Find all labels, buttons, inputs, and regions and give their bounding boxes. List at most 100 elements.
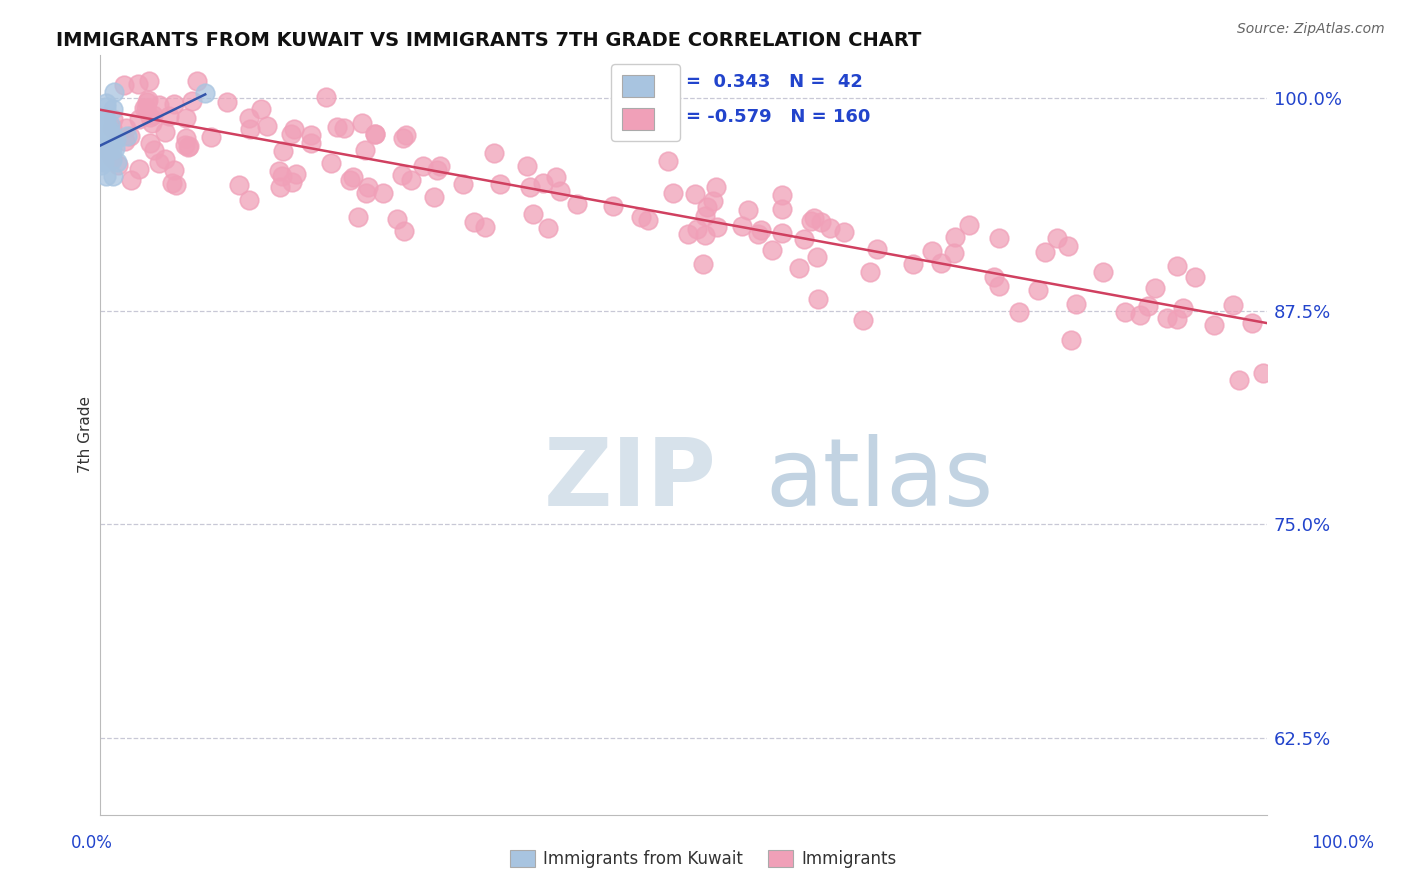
Point [354,186,377,201]
Point [267,164,290,178]
Point [103,102,125,116]
Point [180,95,202,109]
Point [1046,231,1069,245]
Point [114,134,136,148]
Y-axis label: 7th Grade: 7th Grade [79,396,93,474]
Point [143,143,166,157]
Point [281,174,304,188]
Point [90,142,112,156]
Point [101,143,124,157]
Point [238,112,260,126]
Point [174,137,197,152]
Point [929,256,952,270]
Point [1060,333,1083,347]
Text: Source: ZipAtlas.com: Source: ZipAtlas.com [1237,22,1385,37]
Point [395,128,418,143]
Point [803,211,825,225]
Point [346,210,368,224]
Point [270,169,292,183]
Point [412,159,434,173]
Point [1202,318,1225,332]
Point [97,126,120,140]
Point [770,226,793,240]
Point [807,292,830,306]
Point [142,108,165,122]
Point [326,120,349,134]
Point [1008,305,1031,319]
Point [567,197,589,211]
Point [602,199,624,213]
Point [285,167,308,181]
Point [256,119,278,133]
Point [706,219,728,234]
Point [97,135,120,149]
Point [943,230,966,244]
Point [94,169,117,184]
Point [392,131,415,145]
Point [94,144,117,158]
Point [1057,238,1080,252]
Text: R = -0.579   N = 160: R = -0.579 N = 160 [666,109,870,127]
Point [548,184,571,198]
Point [91,149,114,163]
Point [139,136,162,150]
Point [793,232,815,246]
Point [1137,299,1160,313]
Point [239,121,262,136]
Point [148,156,170,170]
Point [399,173,422,187]
Point [1092,264,1115,278]
Point [299,128,322,142]
Point [128,162,150,177]
Point [1114,305,1136,319]
Point [94,133,117,147]
Point [91,120,114,134]
Point [737,203,759,218]
Point [818,220,841,235]
Point [866,242,889,256]
Point [138,74,160,88]
Point [392,224,415,238]
Point [115,120,138,135]
Text: ZIP: ZIP [544,434,717,526]
Point [630,210,652,224]
Point [315,90,337,104]
Point [104,141,127,155]
Point [423,189,446,203]
Point [100,134,122,148]
Point [747,227,769,242]
Point [112,78,135,93]
Point [387,211,409,226]
Point [544,169,567,184]
Point [522,206,544,220]
Point [463,215,485,229]
Point [1156,311,1178,326]
Point [350,116,373,130]
Point [228,178,250,193]
Point [301,136,323,150]
Point [91,138,114,153]
Point [1222,298,1244,312]
Point [704,180,727,194]
Point [832,225,855,239]
Point [692,257,714,271]
Point [806,250,828,264]
Point [859,265,882,279]
Point [531,177,554,191]
Point [98,124,121,138]
Point [852,312,875,326]
Point [94,126,117,140]
Point [921,244,943,259]
Point [983,269,1005,284]
Point [770,188,793,202]
Point [1173,301,1195,316]
Point [179,139,201,153]
Point [98,123,121,137]
Point [429,159,451,173]
Point [482,145,505,160]
Point [731,219,754,234]
Point [136,93,159,107]
Point [93,110,115,124]
Point [101,121,124,136]
Text: 0.0%: 0.0% [70,834,112,852]
